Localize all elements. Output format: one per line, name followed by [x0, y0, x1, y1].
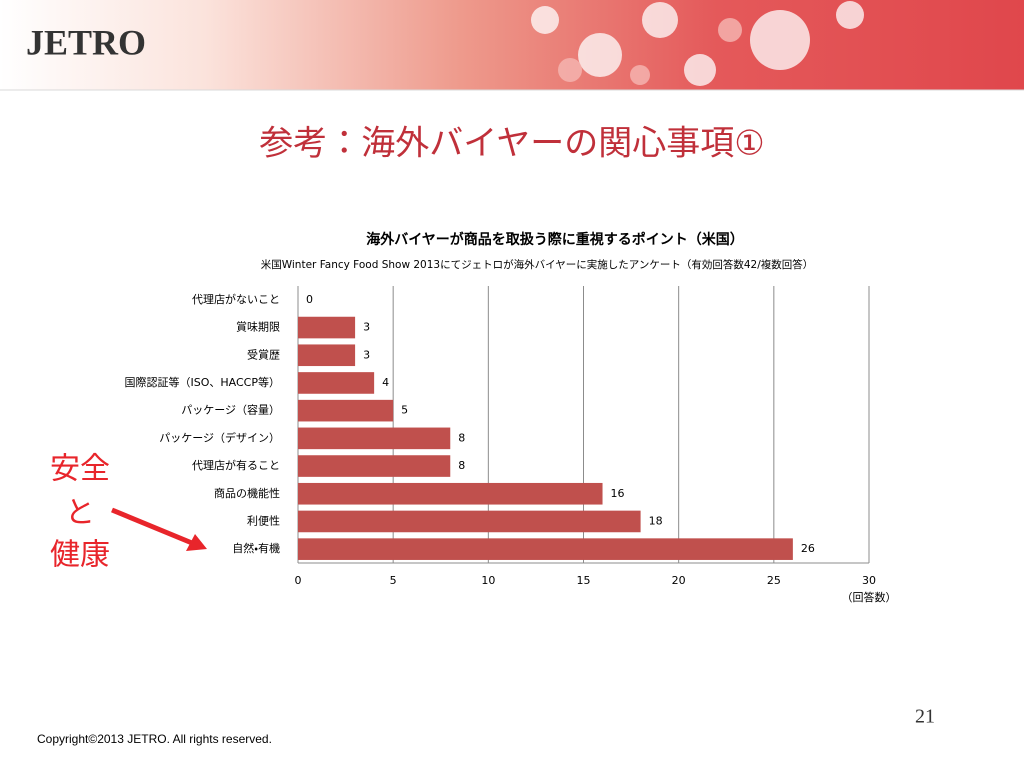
bar — [298, 399, 394, 422]
x-tick-label: 25 — [767, 574, 781, 587]
arrow-head — [186, 534, 207, 551]
logo: JETRO — [26, 22, 146, 62]
header-band — [0, 0, 1024, 90]
y-tick-label: 代理店が有ること — [192, 458, 280, 472]
value-label: 16 — [611, 487, 625, 500]
bar — [298, 427, 451, 450]
annotation: 安全 — [50, 452, 110, 487]
y-tick-label: パッケージ（デザイン） — [159, 430, 280, 444]
x-tick-label: 10 — [481, 574, 495, 587]
x-tick-label: 20 — [672, 574, 686, 587]
chart-subtitle: 米国Winter Fancy Food Show 2013にてジェトロが海外バイ… — [261, 258, 814, 271]
plot: 0 5 10 15 20 25 30 （回答数） 代理店がないこと 0 賞味期限 3 受賞歴 3 国際認証等… — [125, 286, 897, 604]
value-label: 26 — [801, 542, 815, 555]
bar — [298, 344, 356, 367]
x-tick-label: 0 — [295, 574, 302, 587]
x-tick-label: 15 — [577, 574, 591, 587]
y-tick-label: 代理店がないこと — [192, 292, 280, 306]
arrow — [111, 507, 193, 546]
annotation: 健康 — [50, 538, 110, 573]
bar — [298, 316, 356, 339]
y-tick-label: 利便性 — [247, 513, 280, 527]
bar — [298, 538, 793, 560]
y-tick-label: 国際認証等（ISO、HACCP等） — [125, 375, 280, 389]
value-label: 4 — [382, 376, 389, 389]
bar — [298, 482, 603, 505]
value-label: 3 — [363, 348, 370, 361]
heading: 参考：海外バイヤーの関心事項① — [259, 124, 764, 164]
y-tick-label: 受賞歴 — [247, 348, 280, 361]
x-axis-label: （回答数） — [842, 590, 897, 604]
y-tick-label: 商品の機能性 — [214, 486, 280, 500]
x-tick-label: 5 — [390, 574, 397, 587]
y-tick-label: 自然・有機 — [232, 541, 280, 555]
copyright: Copyright©2013 JETRO. All rights reserve… — [37, 732, 272, 746]
bar — [298, 510, 641, 533]
value-label: 0 — [306, 293, 313, 306]
value-label: 5 — [401, 404, 408, 417]
x-tick-label: 30 — [862, 574, 876, 587]
y-tick-label: 賞味期限 — [236, 321, 280, 334]
chart-title: 海外バイヤーが商品を取扱う際に重視するポイント（米国） — [366, 231, 744, 248]
flower-decor — [558, 18, 742, 85]
value-label: 8 — [458, 431, 465, 444]
y-tick-label: パッケージ（容量） — [181, 404, 280, 417]
value-label: 18 — [649, 514, 663, 527]
annotation: と — [65, 496, 95, 531]
bar — [298, 372, 375, 394]
value-label: 3 — [363, 321, 370, 334]
value-label: 8 — [458, 459, 465, 472]
bar — [298, 455, 451, 477]
flower-decor — [531, 1, 864, 86]
page-number: 21 — [915, 706, 935, 728]
